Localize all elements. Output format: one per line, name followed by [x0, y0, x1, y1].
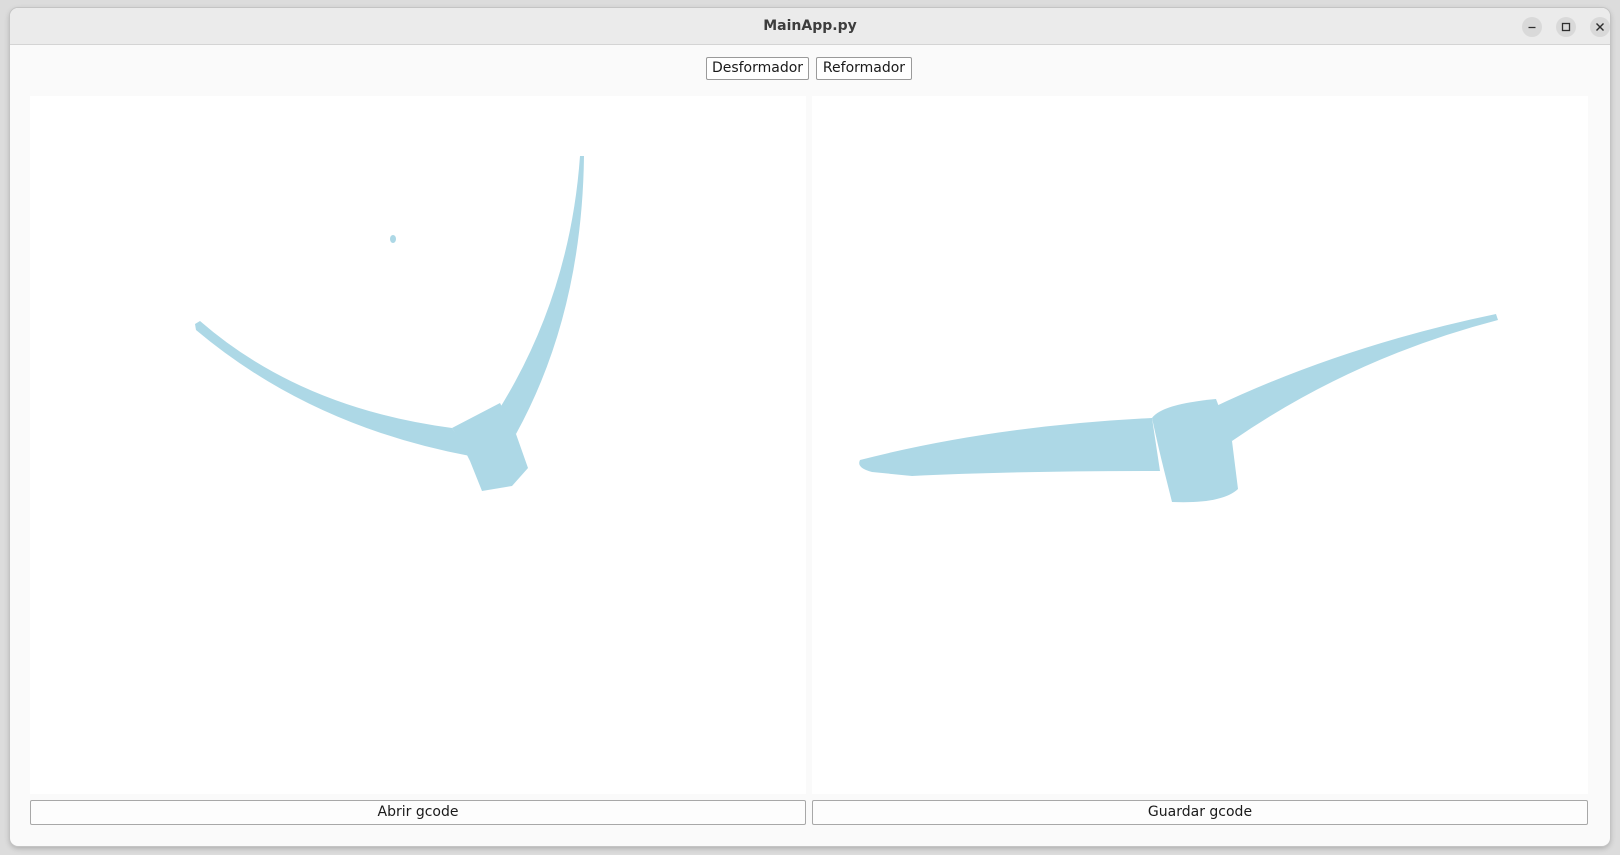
minimize-icon [1528, 26, 1536, 29]
right-preview-canvas[interactable] [812, 96, 1588, 794]
left-preview-canvas[interactable] [30, 96, 806, 794]
maximize-icon [1561, 22, 1571, 32]
reformador-button[interactable]: Reformador [816, 57, 912, 80]
main-window: MainApp.py Desformador Reformador [10, 8, 1610, 846]
desformador-button[interactable]: Desformador [706, 57, 809, 80]
left-wing-shape [195, 321, 470, 456]
window-title: MainApp.py [763, 18, 857, 34]
open-gcode-button[interactable]: Abrir gcode [30, 800, 806, 825]
left-wing-shape [859, 418, 1160, 476]
right-wing-shape [498, 156, 584, 434]
body-shape [1152, 399, 1238, 503]
right-wing-shape [1212, 314, 1498, 441]
close-button[interactable] [1590, 17, 1610, 37]
save-gcode-button[interactable]: Guardar gcode [812, 800, 1588, 825]
maximize-button[interactable] [1556, 17, 1576, 37]
small-fragment-shape [390, 235, 396, 243]
minimize-button[interactable] [1522, 17, 1542, 37]
reformed-shape-graphic [859, 314, 1498, 503]
body-shape [452, 403, 528, 491]
title-bar[interactable]: MainApp.py [10, 8, 1610, 45]
deformed-shape-graphic [195, 156, 584, 491]
close-icon [1596, 23, 1604, 31]
